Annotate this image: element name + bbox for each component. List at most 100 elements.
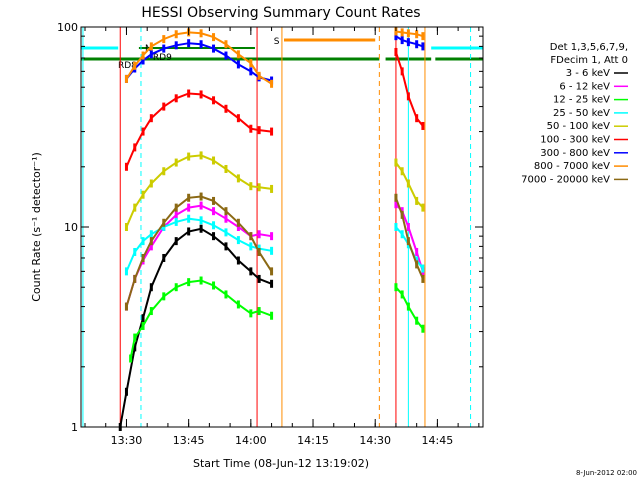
- data-point: [224, 40, 228, 49]
- data-point: [162, 35, 166, 44]
- data-point: [149, 114, 153, 123]
- data-point: [224, 104, 228, 113]
- legend-entry-label: 7000 - 20000 keV: [521, 174, 610, 185]
- data-point: [421, 121, 425, 130]
- series-line: [125, 154, 272, 228]
- y-tick-label: 10: [64, 221, 78, 234]
- data-point: [400, 290, 404, 299]
- data-point: [249, 67, 253, 76]
- data-point: [141, 237, 145, 246]
- data-point: [270, 279, 274, 288]
- data-point: [257, 307, 261, 316]
- chart-title: HESSI Observing Summary Count Rates: [141, 5, 420, 21]
- legend-entry-label: 100 - 300 keV: [540, 135, 610, 146]
- legend-header-line: Det 1,3,5,6,7,9,: [550, 42, 628, 53]
- data-point: [199, 90, 203, 99]
- data-point: [394, 27, 398, 36]
- data-point: [421, 32, 425, 41]
- y-tick-label: 1: [71, 421, 78, 434]
- data-point: [212, 96, 216, 105]
- data-point: [149, 307, 153, 316]
- data-point: [129, 354, 133, 363]
- data-point: [406, 29, 410, 38]
- data-point: [421, 274, 425, 283]
- data-point: [199, 192, 203, 201]
- data-point: [141, 56, 145, 65]
- data-point: [394, 200, 398, 209]
- data-point: [133, 274, 137, 283]
- data-point: [394, 223, 398, 231]
- data-point: [149, 42, 153, 51]
- data-point: [406, 223, 410, 231]
- data-point: [162, 167, 166, 176]
- data-point: [187, 214, 191, 223]
- data-point: [199, 201, 203, 210]
- flag-band-label: RD8: [118, 61, 137, 71]
- data-point: [124, 162, 128, 171]
- data-point: [149, 179, 153, 188]
- legend-header-line: FDecim 1, Att 0: [550, 55, 628, 66]
- data-point: [270, 246, 274, 255]
- data-point: [394, 32, 398, 41]
- data-point: [124, 267, 128, 276]
- data-point: [236, 174, 240, 183]
- data-point: [415, 196, 419, 205]
- data-point: [257, 126, 261, 135]
- series-7000-20000-keV: [124, 192, 425, 311]
- data-point: [162, 253, 166, 262]
- data-point: [415, 30, 419, 39]
- series-3-6-keV: [118, 224, 274, 431]
- data-point: [224, 228, 228, 237]
- data-point: [415, 260, 419, 269]
- legend-entry-label: 300 - 800 keV: [540, 148, 610, 159]
- data-point: [149, 283, 153, 292]
- data-point: [257, 230, 261, 239]
- data-point: [224, 164, 228, 173]
- data-point: [236, 50, 240, 59]
- data-point: [224, 214, 228, 223]
- data-point: [133, 247, 137, 256]
- data-point: [249, 242, 253, 251]
- data-point: [212, 156, 216, 165]
- data-point: [199, 151, 203, 160]
- data-point: [133, 343, 137, 352]
- data-point: [212, 196, 216, 205]
- data-point: [187, 152, 191, 161]
- series-100-300-keV: [124, 47, 425, 171]
- x-tick-label: 14:45: [422, 434, 454, 447]
- data-point: [199, 216, 203, 225]
- data-point: [421, 42, 425, 51]
- y-tick-label: 100: [57, 21, 78, 34]
- data-point: [149, 50, 153, 59]
- data-point: [394, 193, 398, 202]
- data-point: [257, 247, 261, 256]
- data-point: [187, 193, 191, 202]
- data-point: [415, 114, 419, 123]
- data-point: [224, 207, 228, 216]
- data-point: [270, 311, 274, 320]
- data-point: [162, 44, 166, 53]
- series-line: [394, 51, 424, 127]
- legend-entry-label: 12 - 25 keV: [553, 95, 610, 106]
- series-layer: [118, 27, 425, 431]
- data-point: [406, 302, 410, 311]
- data-point: [224, 242, 228, 251]
- x-tick-label: 13:30: [111, 434, 143, 447]
- data-point: [124, 302, 128, 311]
- data-point: [212, 44, 216, 53]
- data-point: [236, 236, 240, 245]
- data-point: [224, 290, 228, 299]
- data-point: [394, 47, 398, 56]
- data-point: [133, 333, 137, 342]
- data-point: [270, 232, 274, 241]
- axes-layer: 13:30 13:45 14:00 14:15 14:30 14:45 1 10 100: [57, 21, 483, 447]
- data-point: [187, 278, 191, 287]
- data-point: [406, 179, 410, 188]
- data-point: [174, 158, 178, 167]
- data-point: [421, 264, 425, 273]
- data-point: [174, 203, 178, 212]
- series-12-25-keV: [129, 276, 425, 363]
- data-point: [149, 242, 153, 251]
- data-point: [187, 203, 191, 212]
- data-point: [124, 387, 128, 396]
